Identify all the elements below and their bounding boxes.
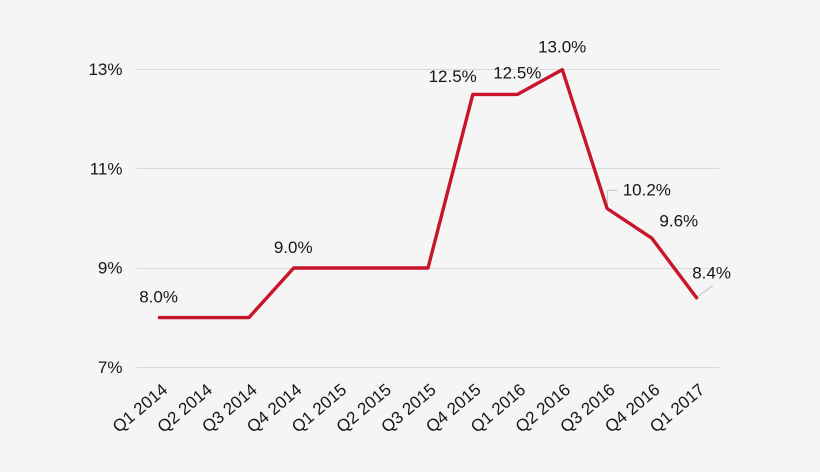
svg-text:12.5%: 12.5% bbox=[493, 64, 541, 83]
svg-text:7%: 7% bbox=[98, 358, 123, 377]
svg-text:9.0%: 9.0% bbox=[274, 238, 313, 257]
svg-text:8.4%: 8.4% bbox=[692, 264, 731, 283]
svg-text:9.6%: 9.6% bbox=[659, 212, 698, 231]
svg-text:13%: 13% bbox=[88, 60, 122, 79]
svg-text:8.0%: 8.0% bbox=[139, 288, 178, 307]
svg-text:11%: 11% bbox=[90, 159, 123, 178]
svg-text:12.5%: 12.5% bbox=[429, 67, 477, 86]
svg-text:13.0%: 13.0% bbox=[538, 38, 586, 57]
svg-text:9%: 9% bbox=[98, 259, 123, 278]
svg-text:10.2%: 10.2% bbox=[623, 181, 671, 200]
